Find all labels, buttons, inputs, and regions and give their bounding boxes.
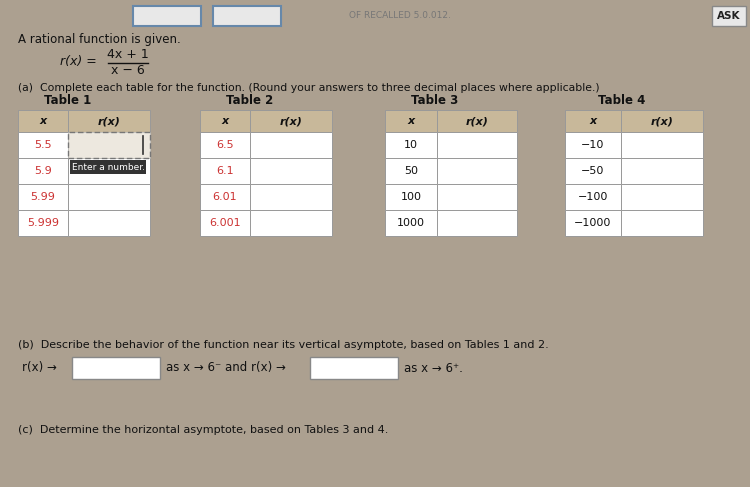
Bar bbox=[565, 210, 621, 236]
Bar bbox=[385, 110, 437, 132]
Bar bbox=[437, 158, 517, 184]
Text: 5.999: 5.999 bbox=[27, 218, 59, 228]
Text: r(x): r(x) bbox=[280, 116, 302, 126]
Text: x − 6: x − 6 bbox=[111, 64, 145, 77]
Text: 6.5: 6.5 bbox=[216, 140, 234, 150]
Bar bbox=[565, 132, 621, 158]
Bar bbox=[250, 158, 332, 184]
Text: (a)  Complete each table for the function. (Round your answers to three decimal : (a) Complete each table for the function… bbox=[18, 83, 600, 93]
Text: OF RECALLED 5.0.012.: OF RECALLED 5.0.012. bbox=[349, 12, 451, 20]
Bar bbox=[621, 184, 703, 210]
Text: x: x bbox=[590, 116, 596, 126]
Bar bbox=[310, 357, 398, 379]
Bar bbox=[437, 210, 517, 236]
Bar bbox=[68, 132, 150, 158]
Text: as x → 6⁺.: as x → 6⁺. bbox=[404, 361, 463, 375]
Text: 4x + 1: 4x + 1 bbox=[107, 49, 148, 61]
Text: x: x bbox=[407, 116, 415, 126]
Text: r(x): r(x) bbox=[650, 116, 674, 126]
Text: −1000: −1000 bbox=[574, 218, 612, 228]
Text: (c)  Determine the horizontal asymptote, based on Tables 3 and 4.: (c) Determine the horizontal asymptote, … bbox=[18, 425, 388, 435]
Bar bbox=[68, 184, 150, 210]
Bar bbox=[68, 210, 150, 236]
Text: as x → 6⁻ and r(x) →: as x → 6⁻ and r(x) → bbox=[166, 361, 286, 375]
Text: 6.001: 6.001 bbox=[209, 218, 241, 228]
Text: 1000: 1000 bbox=[397, 218, 425, 228]
Bar bbox=[18, 184, 68, 210]
Text: 6.1: 6.1 bbox=[216, 166, 234, 176]
Text: 5.5: 5.5 bbox=[34, 140, 52, 150]
Bar bbox=[385, 210, 437, 236]
Text: Table 4: Table 4 bbox=[598, 94, 646, 107]
Bar bbox=[213, 6, 281, 26]
Bar bbox=[200, 210, 250, 236]
Bar bbox=[565, 158, 621, 184]
Bar bbox=[385, 158, 437, 184]
Bar bbox=[621, 110, 703, 132]
Bar bbox=[565, 110, 621, 132]
Text: 5.9: 5.9 bbox=[34, 166, 52, 176]
Bar bbox=[200, 158, 250, 184]
Text: 50: 50 bbox=[404, 166, 418, 176]
Text: r(x): r(x) bbox=[466, 116, 488, 126]
Bar bbox=[565, 184, 621, 210]
Text: x: x bbox=[40, 116, 46, 126]
Bar bbox=[18, 110, 68, 132]
Bar bbox=[18, 158, 68, 184]
Text: ASK: ASK bbox=[717, 11, 741, 21]
Bar bbox=[18, 210, 68, 236]
Text: −100: −100 bbox=[578, 192, 608, 202]
Text: −10: −10 bbox=[581, 140, 604, 150]
Text: 100: 100 bbox=[400, 192, 422, 202]
Text: Table 3: Table 3 bbox=[411, 94, 458, 107]
Text: r(x): r(x) bbox=[98, 116, 121, 126]
Bar bbox=[385, 184, 437, 210]
Bar bbox=[18, 132, 68, 158]
Bar bbox=[437, 184, 517, 210]
Bar bbox=[70, 160, 146, 174]
Bar bbox=[621, 210, 703, 236]
Bar bbox=[385, 132, 437, 158]
Bar bbox=[68, 158, 150, 184]
Bar bbox=[250, 110, 332, 132]
Text: (b)  Describe the behavior of the function near its vertical asymptote, based on: (b) Describe the behavior of the functio… bbox=[18, 340, 549, 350]
Bar bbox=[133, 6, 201, 26]
Bar bbox=[200, 184, 250, 210]
Text: A rational function is given.: A rational function is given. bbox=[18, 34, 181, 46]
Text: 5.99: 5.99 bbox=[31, 192, 56, 202]
Bar bbox=[250, 132, 332, 158]
Bar bbox=[437, 110, 517, 132]
Bar bbox=[68, 110, 150, 132]
Text: −50: −50 bbox=[581, 166, 604, 176]
Text: x: x bbox=[221, 116, 229, 126]
Bar bbox=[68, 132, 150, 158]
Bar bbox=[437, 132, 517, 158]
Bar bbox=[250, 184, 332, 210]
Bar bbox=[72, 357, 160, 379]
Text: 6.01: 6.01 bbox=[213, 192, 237, 202]
Text: Enter a number.: Enter a number. bbox=[71, 163, 145, 171]
Text: Table 1: Table 1 bbox=[44, 94, 92, 107]
Bar bbox=[250, 210, 332, 236]
Bar bbox=[712, 6, 746, 26]
Bar bbox=[200, 132, 250, 158]
Text: 10: 10 bbox=[404, 140, 418, 150]
Text: r(x) =: r(x) = bbox=[60, 56, 97, 69]
Text: Table 2: Table 2 bbox=[226, 94, 274, 107]
Bar bbox=[621, 132, 703, 158]
Bar bbox=[200, 110, 250, 132]
Bar bbox=[621, 158, 703, 184]
Text: r(x) →: r(x) → bbox=[22, 361, 57, 375]
